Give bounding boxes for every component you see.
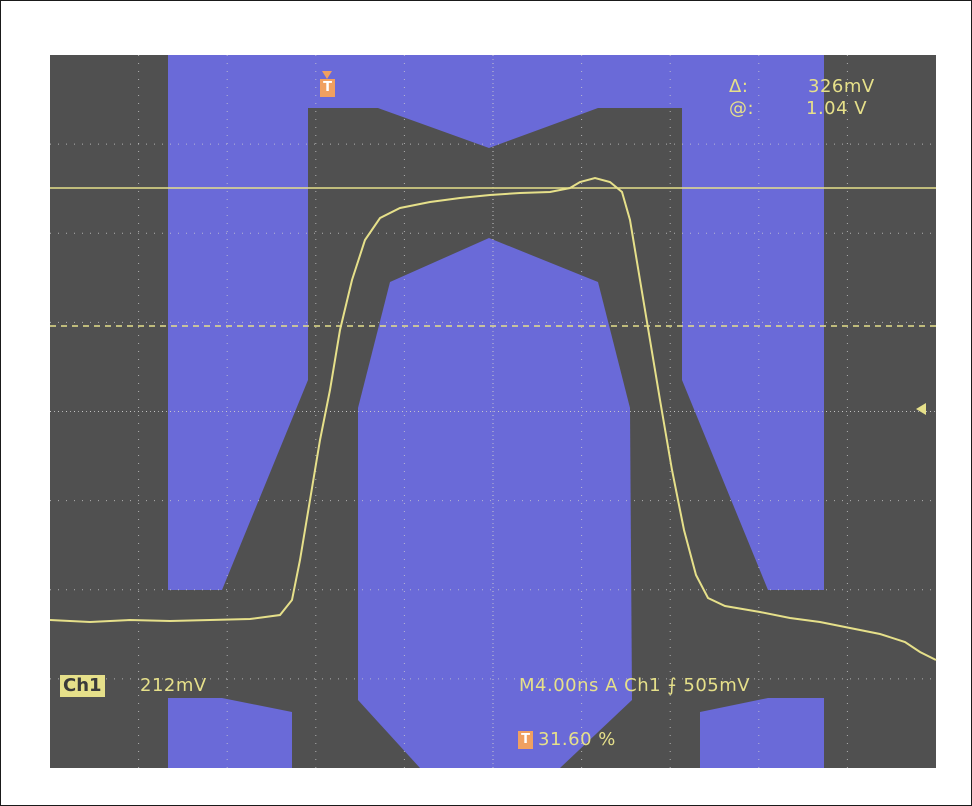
trigger-marker-top[interactable]: T [320,71,335,97]
mask-regions [168,55,824,768]
waveform-trace [49,176,937,661]
graticule [50,55,936,768]
trigger-position: 31.60 % [538,729,616,750]
delta-label: Δ: [729,76,749,97]
at-value: 1.04 V [806,98,868,119]
trigger-t-icon: T [320,79,335,97]
timebase-readout: M4.00ns A Ch1 ⨍ 505mV [519,675,751,696]
level-arrow-icon[interactable] [916,403,926,415]
delta-value: 326mV [808,76,875,97]
channel-badge[interactable]: Ch1 [60,675,105,697]
mask-center [358,238,632,768]
at-label: @: [729,98,755,119]
channel-scale: 212mV [140,675,207,696]
mask-upper [168,55,824,590]
mask-lower-right [700,698,824,768]
trigger-position-icon: T [518,731,533,749]
mask-lower-left [168,698,292,768]
trigger-arrow-icon [322,71,332,79]
